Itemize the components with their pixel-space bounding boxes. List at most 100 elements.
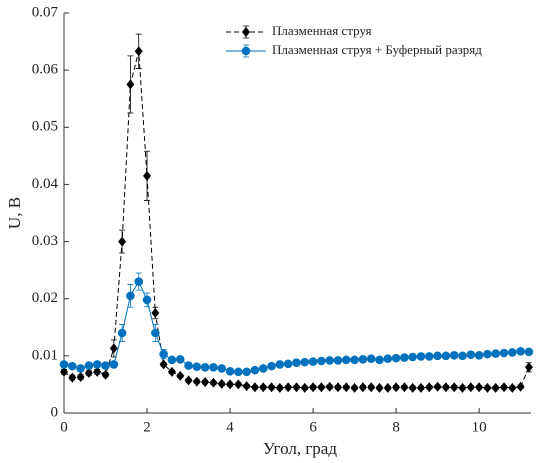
data-point bbox=[126, 291, 135, 301]
data-point bbox=[433, 381, 442, 392]
data-point bbox=[134, 46, 143, 57]
data-point bbox=[151, 328, 160, 338]
data-point bbox=[250, 365, 260, 375]
data-point bbox=[375, 355, 384, 365]
data-point bbox=[342, 382, 351, 393]
data-point bbox=[126, 79, 135, 90]
data-point bbox=[209, 362, 218, 372]
data-point bbox=[508, 382, 517, 393]
data-point bbox=[242, 381, 251, 392]
data-point bbox=[267, 382, 276, 393]
data-point bbox=[242, 367, 251, 377]
data-point bbox=[366, 354, 376, 364]
data-point bbox=[317, 382, 326, 393]
data-point bbox=[333, 356, 343, 365]
legend-marker bbox=[241, 46, 251, 56]
y-tick-label: 0.06 bbox=[32, 62, 59, 78]
legend-label: Плазменная струя bbox=[272, 23, 372, 38]
y-tick-label: 0 bbox=[51, 404, 59, 420]
data-point bbox=[159, 349, 168, 359]
data-point bbox=[341, 355, 351, 365]
data-point bbox=[292, 382, 301, 393]
data-point bbox=[225, 366, 235, 376]
data-point bbox=[259, 382, 268, 393]
series-line bbox=[63, 51, 530, 389]
data-point bbox=[508, 348, 517, 357]
data-point bbox=[408, 352, 417, 362]
data-point bbox=[367, 382, 376, 393]
data-point bbox=[59, 360, 69, 369]
data-point bbox=[424, 352, 434, 361]
data-point bbox=[60, 366, 68, 377]
data-point bbox=[300, 357, 310, 367]
data-point bbox=[267, 361, 276, 371]
data-point bbox=[76, 364, 85, 373]
data-point bbox=[383, 354, 393, 364]
data-point bbox=[201, 377, 210, 388]
data-point bbox=[475, 382, 484, 393]
data-point bbox=[134, 277, 144, 286]
legend-marker bbox=[242, 27, 250, 37]
data-point bbox=[283, 359, 293, 369]
y-tick-label: 0.02 bbox=[32, 290, 58, 306]
data-point bbox=[383, 382, 392, 393]
y-tick-label: 0.07 bbox=[32, 4, 59, 20]
y-tick-label: 0.03 bbox=[32, 233, 58, 249]
data-point bbox=[258, 364, 268, 373]
data-point bbox=[408, 382, 417, 393]
data-point bbox=[375, 382, 384, 393]
x-tick-label: 10 bbox=[472, 419, 487, 435]
data-point bbox=[350, 355, 359, 365]
data-point bbox=[300, 382, 309, 393]
data-point bbox=[333, 382, 342, 393]
data-point bbox=[68, 361, 77, 371]
data-point bbox=[449, 350, 459, 360]
data-point bbox=[309, 382, 318, 393]
x-tick-label: 2 bbox=[143, 419, 151, 435]
data-point bbox=[292, 358, 301, 368]
data-point bbox=[466, 350, 476, 360]
data-point bbox=[76, 372, 85, 382]
data-point bbox=[250, 382, 259, 393]
data-point bbox=[400, 353, 409, 362]
data-point bbox=[209, 377, 218, 388]
data-point bbox=[217, 378, 226, 389]
data-point bbox=[308, 357, 318, 366]
data-point bbox=[92, 360, 102, 369]
data-point bbox=[483, 349, 492, 359]
data-point bbox=[416, 352, 426, 361]
data-point bbox=[184, 361, 193, 370]
data-point bbox=[516, 381, 525, 392]
data-point bbox=[358, 354, 368, 364]
data-point bbox=[175, 354, 185, 364]
y-tick-label: 0.05 bbox=[32, 119, 58, 135]
x-axis-label: Угол, град bbox=[263, 439, 337, 458]
x-tick-label: 4 bbox=[226, 419, 234, 435]
data-point bbox=[109, 343, 118, 354]
x-tick-label: 0 bbox=[60, 419, 68, 435]
data-point bbox=[109, 360, 119, 369]
data-point bbox=[425, 382, 434, 393]
data-point bbox=[151, 308, 160, 318]
data-point bbox=[93, 366, 102, 377]
data-point bbox=[441, 382, 450, 393]
data-point bbox=[192, 376, 201, 387]
data-point bbox=[143, 170, 152, 181]
data-point bbox=[176, 370, 185, 381]
data-point bbox=[167, 355, 177, 365]
data-point bbox=[516, 346, 525, 356]
data-point bbox=[483, 382, 492, 393]
data-point bbox=[234, 379, 243, 390]
y-tick-label: 0.01 bbox=[32, 347, 58, 363]
data-point bbox=[167, 366, 176, 377]
data-point bbox=[392, 382, 401, 393]
data-point bbox=[84, 368, 93, 378]
y-axis-label: U, В bbox=[5, 197, 24, 229]
data-point bbox=[500, 382, 509, 393]
data-point bbox=[226, 379, 235, 390]
x-tick-label: 6 bbox=[309, 419, 317, 435]
data-point bbox=[101, 369, 110, 380]
x-tick-label: 8 bbox=[392, 419, 400, 435]
data-point bbox=[142, 295, 152, 305]
